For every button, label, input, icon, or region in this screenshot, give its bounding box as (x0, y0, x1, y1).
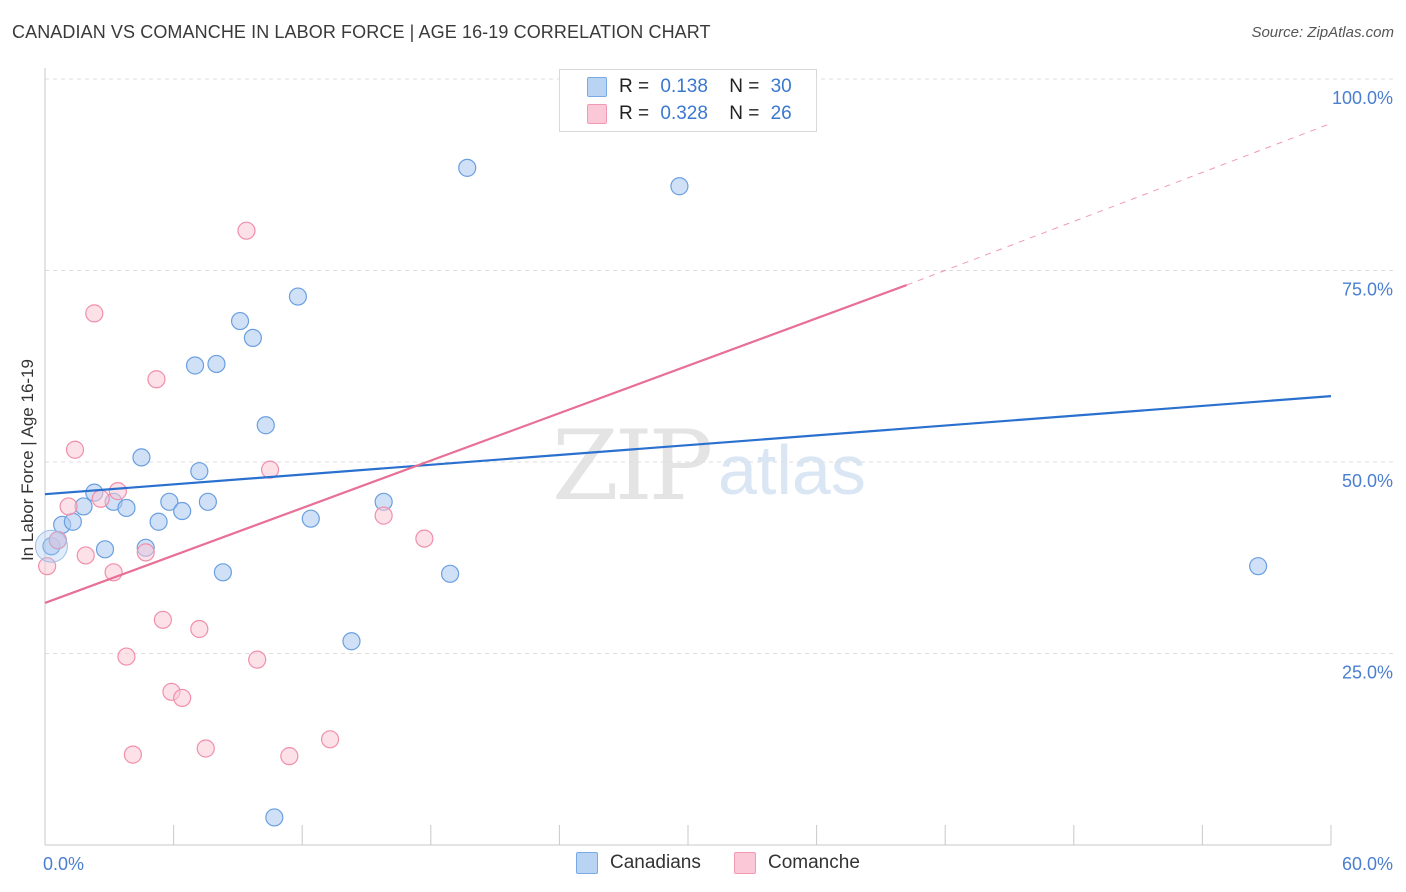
canadians-point (440, 564, 460, 583)
source-label[interactable]: Source: ZipAtlas.com (1251, 24, 1394, 41)
legend-item-comanche[interactable]: Comanche (734, 852, 860, 874)
canadians-point (95, 540, 115, 559)
comanche-point (59, 497, 78, 516)
canadians-cluster-point (34, 529, 68, 563)
comanche-point (136, 543, 155, 562)
canadians-trend-line (44, 395, 1332, 496)
comanche-point (147, 370, 166, 389)
legend-item-canadians[interactable]: Canadians (576, 852, 701, 874)
comanche-point (415, 529, 434, 548)
comanche-trend-line (44, 284, 908, 604)
canadians-legend-swatch (576, 852, 598, 874)
canadians-point (213, 563, 232, 582)
atlas-watermark: atlas (718, 431, 866, 509)
canadians-point (1249, 557, 1268, 576)
comanche-point (237, 221, 256, 240)
canadians-point (288, 287, 308, 306)
y-axis-label: In Labor Force | Age 16-19 (18, 359, 37, 561)
canadians-legend-label: Canadians (610, 852, 701, 873)
correlation-legend: R = 0.138 N = 30 R = 0.328 N = 26 (559, 69, 817, 132)
comanche-point (108, 482, 127, 501)
canadians-point (63, 512, 82, 531)
y-tick-label: 25.0% (1342, 663, 1393, 683)
x-tick-label-max: 60.0% (1342, 854, 1393, 874)
canadians-point (670, 177, 689, 196)
comanche-point (260, 460, 280, 479)
comanche-legend-swatch (734, 852, 756, 874)
comanche-swatch (587, 104, 607, 124)
canadians-point (117, 498, 136, 518)
chart-title: CANADIAN VS COMANCHE IN LABOR FORCE | AG… (12, 22, 711, 42)
comanche-point (280, 747, 299, 766)
y-tick-label: 75.0% (1342, 280, 1393, 300)
canadians-point (265, 808, 284, 827)
canadians-point (132, 448, 151, 467)
canadians-point (243, 328, 263, 348)
canadians-point (230, 311, 250, 331)
comanche-point (91, 489, 110, 508)
canadians-swatch (587, 77, 607, 97)
comanche-point (153, 610, 172, 629)
x-tick-label-min: 0.0% (43, 854, 84, 874)
comanche-point (65, 440, 85, 459)
comanche-point (123, 745, 142, 764)
comanche-point (117, 647, 136, 666)
canadians-point (149, 512, 168, 531)
comanche-point (85, 304, 104, 323)
legend-r-comanche: R = 0.328 N = 26 (619, 103, 792, 124)
comanche-point (76, 546, 95, 565)
canadians-point (256, 416, 275, 435)
comanche-legend-label: Comanche (768, 852, 860, 873)
canadians-point (301, 509, 320, 528)
canadians-point (458, 158, 477, 177)
legend-r-canadians: R = 0.138 N = 30 (619, 76, 792, 97)
y-tick-label: 100.0% (1332, 88, 1393, 108)
zip-watermark: ZIP (552, 410, 713, 522)
comanche-trend-extension (906, 122, 1332, 286)
comanche-point (374, 506, 393, 525)
canadians-point (190, 462, 209, 481)
canadians-point (207, 354, 226, 374)
comanche-point (173, 688, 192, 708)
canadians-point (342, 632, 361, 651)
y-tick-label: 50.0% (1342, 471, 1393, 491)
comanche-point (320, 730, 340, 749)
canadians-point (198, 492, 217, 511)
comanche-point (196, 739, 215, 758)
canadians-point (173, 501, 192, 521)
comanche-point (190, 619, 209, 639)
canadians-point (185, 356, 205, 375)
canadians-point (160, 492, 179, 511)
comanche-point (248, 650, 267, 669)
